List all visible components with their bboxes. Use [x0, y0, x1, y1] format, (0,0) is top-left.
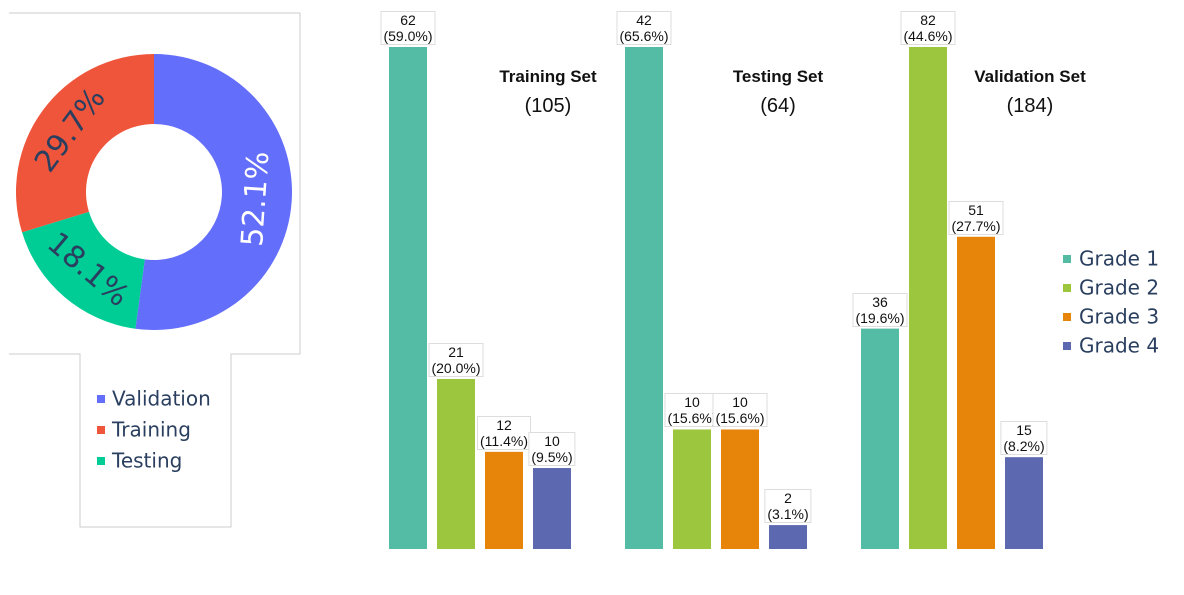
bar-label: 21 (20.0%): [428, 342, 484, 377]
bar: [769, 525, 807, 549]
legend-marker: [1063, 313, 1071, 321]
panel-border: [9, 12, 301, 528]
bar: [389, 47, 427, 549]
bar-label: 10 (15.6%): [664, 393, 720, 428]
bar: [485, 451, 523, 549]
bar: [721, 429, 759, 549]
bar-label: 42 (65.6%): [616, 11, 672, 45]
bar-label: 51 (27.7%): [948, 200, 1004, 235]
group-title: Testing Set: [730, 66, 826, 88]
legend-label: Grade 2: [1079, 276, 1159, 300]
legend-marker: [1063, 255, 1071, 263]
pie-slice: [15, 54, 155, 233]
bar-label: 10 (9.5%): [528, 432, 576, 467]
group-subtitle: (105): [524, 95, 572, 117]
group-title: Training Set: [497, 66, 599, 88]
bar-label: 82 (44.6%): [900, 11, 956, 45]
legend-label: Validation: [112, 387, 211, 411]
bar: [625, 47, 663, 549]
group-subtitle: (64): [760, 95, 796, 117]
legend-label: Grade 3: [1079, 305, 1159, 329]
bar: [533, 468, 571, 549]
bar-label: 62 (59.0%): [380, 11, 436, 45]
bar-label: 12 (11.4%): [477, 415, 531, 450]
bar: [909, 47, 947, 549]
bar: [861, 328, 899, 549]
legend-marker: [1063, 342, 1071, 350]
bar-label: 15 (8.2%): [1000, 421, 1048, 456]
group-subtitle: (184): [1006, 95, 1054, 117]
bar: [957, 236, 995, 549]
legend-label: Training: [111, 418, 191, 442]
group-title: Validation Set: [972, 66, 1088, 88]
legend-marker: [1063, 284, 1071, 292]
legend-marker: [97, 395, 105, 403]
legend-marker: [97, 457, 105, 465]
bar: [1005, 457, 1043, 549]
legend-label: Testing: [111, 449, 182, 473]
slice-label: 52.1%: [235, 150, 276, 247]
bar: [673, 429, 711, 549]
bar-label: 10 (15.6%): [712, 393, 768, 428]
legend-marker: [97, 426, 105, 434]
legend-label: Grade 4: [1079, 334, 1159, 358]
pie-slice: [22, 211, 145, 329]
bar: [437, 378, 475, 549]
bar-label: 36 (19.6%): [852, 292, 908, 327]
pie-slice: [135, 54, 292, 330]
legend-label: Grade 1: [1079, 247, 1159, 271]
bar-label: 2 (3.1%): [764, 489, 812, 524]
